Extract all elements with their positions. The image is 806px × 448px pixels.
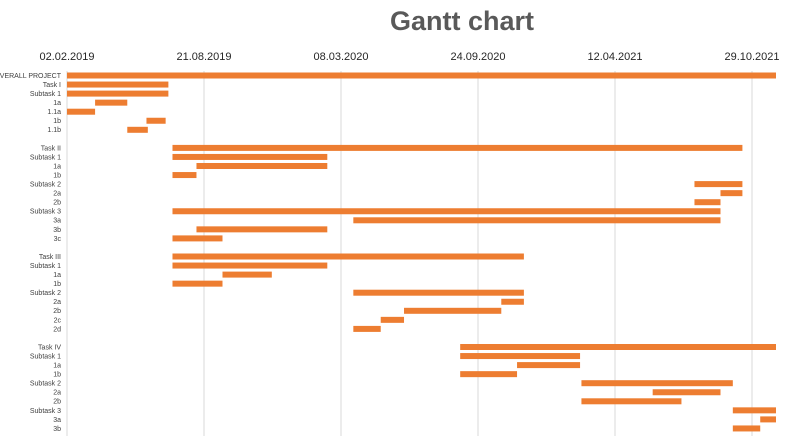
category-label: Subtask 1 <box>30 154 61 161</box>
task-bar <box>172 153 328 160</box>
task-bar <box>67 72 776 79</box>
category-label: 1a <box>53 100 61 107</box>
category-label: 1b <box>53 281 61 288</box>
category-label: Subtask 1 <box>30 91 61 98</box>
category-label: 3b <box>53 426 61 433</box>
task-bar <box>127 126 148 133</box>
task-bar <box>172 235 223 242</box>
category-label: 2b <box>53 399 61 406</box>
category-label: OVERALL PROJECT <box>0 73 62 80</box>
task-bar <box>460 344 776 350</box>
category-label: Task I <box>43 82 61 89</box>
task-bar <box>67 108 96 115</box>
task-bar <box>353 325 381 332</box>
task-bar <box>694 181 743 188</box>
category-label: Subtask 3 <box>30 408 61 415</box>
task-bar <box>720 190 743 197</box>
category-label: 3a <box>53 417 61 424</box>
task-bar <box>517 362 581 369</box>
task-bar <box>146 117 166 124</box>
task-bar <box>95 99 128 106</box>
category-label: 1b <box>53 172 61 179</box>
task-bar <box>353 217 721 224</box>
x-tick-label: 12.04.2021 <box>587 51 642 63</box>
task-bar <box>172 208 721 215</box>
category-label: 1a <box>53 272 61 279</box>
category-label: 3c <box>54 236 62 243</box>
category-label: 2a <box>53 191 61 198</box>
category-label: 1.1b <box>47 127 61 134</box>
task-bar <box>67 81 169 88</box>
category-label: Subtask 1 <box>30 263 61 270</box>
x-axis-tick-labels: 02.02.2019 21.08.2019 08.03.2020 24.09.2020… <box>39 51 779 63</box>
task-bar <box>196 226 328 233</box>
x-tick-label: 08.03.2020 <box>313 51 368 63</box>
chart-title: Gantt chart <box>390 6 534 36</box>
bars <box>67 72 776 432</box>
task-bar <box>652 389 721 396</box>
x-tick-label: 29.10.2021 <box>724 51 779 63</box>
category-label: 1b <box>53 372 61 379</box>
category-label: 2a <box>53 390 61 397</box>
category-label: Subtask 3 <box>30 209 61 216</box>
category-label: 1b <box>53 118 61 125</box>
x-tick-label: 24.09.2020 <box>450 51 505 63</box>
task-bar <box>196 163 328 169</box>
x-tick-label: 02.02.2019 <box>39 51 94 63</box>
task-bar <box>732 407 776 414</box>
category-label: Subtask 2 <box>30 182 61 189</box>
category-label: 3a <box>53 218 61 225</box>
task-bar <box>172 172 197 179</box>
task-bar <box>172 253 524 260</box>
task-bar <box>353 289 524 296</box>
task-bar <box>460 353 581 360</box>
category-labels: OVERALL PROJECT Task I Subtask 1 1a 1.1a 1b 1.… <box>0 73 62 433</box>
category-label: 2b <box>53 200 61 207</box>
category-label: 1.1a <box>47 109 61 116</box>
category-label: 2d <box>53 326 61 333</box>
task-bar <box>404 307 502 314</box>
category-label: 2a <box>53 299 61 306</box>
category-label: Task II <box>41 145 61 152</box>
category-label: Task IV <box>38 344 61 351</box>
task-bar <box>222 271 272 278</box>
task-bar <box>581 380 733 387</box>
task-bar <box>460 371 518 378</box>
task-bar <box>172 262 328 269</box>
category-label: 1a <box>53 163 61 170</box>
category-label: Subtask 2 <box>30 290 61 297</box>
task-bar <box>732 425 761 432</box>
category-label: Subtask 2 <box>30 381 61 388</box>
task-bar <box>581 398 682 405</box>
task-bar <box>380 316 405 323</box>
task-bar <box>172 144 743 151</box>
category-label: 2b <box>53 308 61 315</box>
category-label: 2c <box>54 317 62 324</box>
task-bar <box>694 199 721 206</box>
task-bar <box>760 416 776 423</box>
category-label: Subtask 1 <box>30 353 61 360</box>
x-tick-label: 21.08.2019 <box>176 51 231 63</box>
category-label: 3b <box>53 227 61 234</box>
task-bar <box>501 298 524 305</box>
category-label: 1a <box>53 363 61 370</box>
category-label: Task III <box>39 254 61 261</box>
task-bar <box>67 90 169 97</box>
task-bar <box>172 280 223 287</box>
